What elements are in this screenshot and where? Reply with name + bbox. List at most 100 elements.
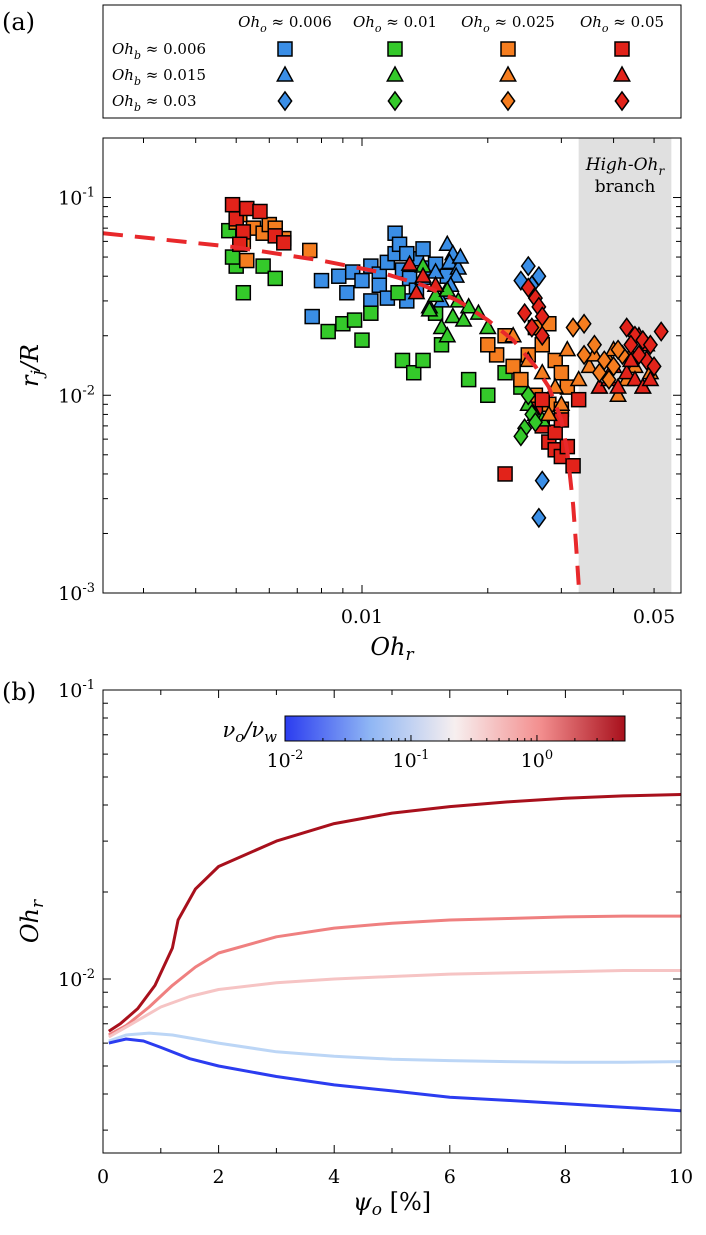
- legend-row-header: Ohb ≈ 0.006: [112, 40, 206, 62]
- series-11: [517, 277, 669, 377]
- data-point: [276, 235, 292, 251]
- data-point: [610, 339, 626, 361]
- data-point: [505, 358, 521, 375]
- data-point: [497, 466, 513, 482]
- data-point: [552, 394, 571, 412]
- data-point: [235, 284, 252, 301]
- data-point: [426, 285, 445, 303]
- y-tick-label: 10-2: [58, 383, 95, 407]
- x-axis-title: ψo [%]: [353, 1188, 431, 1220]
- data-point: [558, 340, 577, 357]
- data-point: [320, 323, 336, 340]
- data-point: [339, 284, 355, 301]
- data-point: [302, 242, 318, 259]
- data-point: [527, 411, 543, 433]
- series-line-1: [108, 914, 681, 1037]
- colorbar-tick-label: 100: [521, 748, 553, 772]
- y-tick-label: 10-2: [58, 967, 95, 991]
- series-line-3: [108, 1031, 681, 1064]
- legend-marker: [277, 41, 293, 57]
- data-point: [363, 305, 379, 321]
- data-point: [443, 306, 462, 324]
- data-point: [513, 371, 529, 388]
- data-point: [653, 321, 669, 342]
- x-axis-title: Ohr: [370, 633, 414, 665]
- axes-frame-a: [102, 137, 682, 594]
- data-point: [646, 355, 662, 377]
- series-line-2: [108, 969, 681, 1039]
- y-axis-label-b: Ohr: [16, 899, 48, 943]
- legend-marker: [387, 90, 403, 112]
- data-point: [478, 317, 497, 335]
- fit-curve: [103, 231, 581, 585]
- data-point: [631, 344, 647, 366]
- data-point: [625, 369, 644, 387]
- legend-marker: [500, 90, 516, 112]
- x-tick-label: 0.05: [633, 606, 675, 628]
- data-point: [415, 241, 431, 257]
- data-point: [623, 334, 639, 356]
- legend-marker: [499, 65, 517, 82]
- data-point: [534, 391, 550, 408]
- series-line-0: [107, 793, 681, 1033]
- data-point: [394, 352, 411, 369]
- legend-marker: [500, 41, 516, 57]
- data-point: [346, 312, 363, 328]
- y-tick-label: 10-3: [58, 581, 95, 605]
- legend-marker: [277, 90, 293, 112]
- series-line-4: [108, 1037, 681, 1113]
- legend-marker: [386, 65, 404, 82]
- data-point: [451, 247, 470, 264]
- data-point: [565, 458, 581, 474]
- data-point: [371, 277, 388, 294]
- x-tick-label: 0: [97, 1166, 109, 1188]
- x-tick-label: 8: [559, 1166, 571, 1188]
- legend-marker: [613, 65, 631, 82]
- legend: Oho ≈ 0.006 Oho ≈ 0.01 Oho ≈ 0.025 Oho ≈ 0.…: [102, 4, 682, 119]
- data-point: [534, 325, 550, 347]
- data-point: [407, 283, 426, 300]
- legend-column-header: Oho ≈ 0.006: [238, 13, 332, 35]
- data-point: [480, 387, 496, 404]
- data-point: [354, 332, 370, 348]
- x-axis-label-b: ψo [%]: [353, 1188, 431, 1220]
- data-point: [420, 300, 439, 317]
- data-point: [313, 272, 330, 289]
- colorbar-tick-label: 10-2: [267, 748, 304, 772]
- legend-column-header: Oho ≈ 0.025: [461, 13, 555, 35]
- y-tick-label: 10-1: [58, 186, 95, 210]
- data-point: [520, 277, 536, 299]
- data-point: [454, 310, 473, 327]
- data-point: [460, 371, 477, 388]
- panel-label-a: (a): [2, 8, 35, 36]
- data-point: [534, 470, 550, 492]
- data-point: [617, 363, 636, 380]
- legend-column-header: Oho ≈ 0.01: [353, 13, 437, 35]
- data-point: [517, 302, 533, 324]
- x-tick-label: 6: [444, 1166, 456, 1188]
- data-point: [576, 313, 592, 335]
- data-point: [390, 284, 406, 301]
- data-point: [619, 317, 635, 338]
- data-point: [438, 326, 457, 343]
- data-point: [539, 404, 558, 422]
- data-point: [609, 377, 628, 394]
- data-point: [224, 249, 241, 265]
- colorbar-tick-label: 10-1: [393, 748, 430, 772]
- data-point: [642, 334, 658, 356]
- data-point: [524, 317, 540, 338]
- data-point: [415, 352, 431, 369]
- data-point: [586, 334, 603, 356]
- data-point: [239, 200, 255, 217]
- data-point: [570, 391, 587, 408]
- colorbar-label: νo/νw: [223, 718, 278, 746]
- data-point: [609, 385, 628, 402]
- x-tick-label: 2: [213, 1166, 225, 1188]
- data-point: [641, 369, 660, 387]
- high-ohr-label-line1: High-Ohr: [585, 155, 666, 178]
- data-point: [605, 355, 622, 377]
- legend-row-header: Ohb ≈ 0.03: [112, 92, 197, 114]
- x-tick-label: 0.01: [341, 606, 383, 628]
